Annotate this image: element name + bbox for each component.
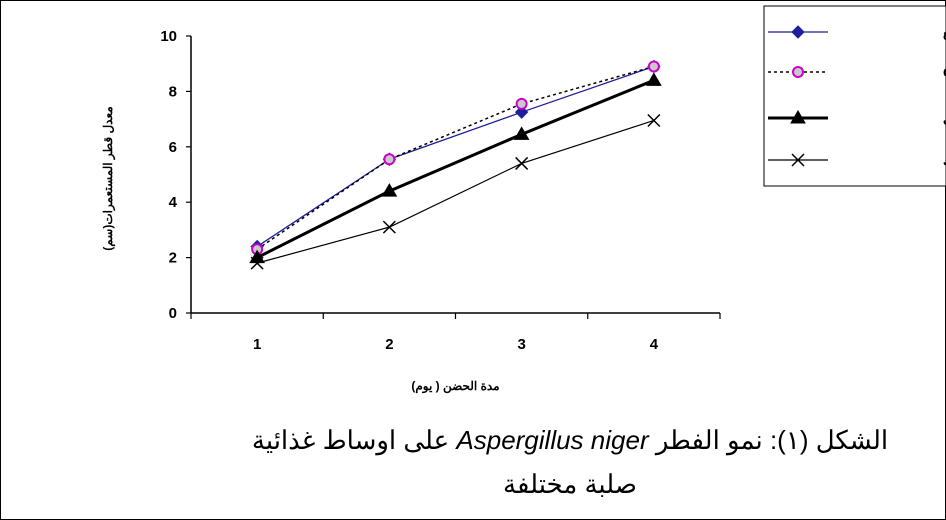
legend-marker-3	[790, 110, 806, 124]
y-axis-label: معدل قطر المستعمرات(سم)	[101, 106, 116, 250]
legend-label-3: وسط قياسي	[943, 111, 946, 127]
legend-label-4: مستخلصالك	[943, 153, 946, 168]
series-line-4	[256, 119, 655, 264]
data-point-s2-3	[515, 97, 528, 110]
data-point-s4-3	[515, 156, 529, 170]
x-axis-label: مدة الحضن ( يوم)	[411, 379, 499, 394]
data-point-s2-4	[647, 60, 660, 73]
series-line-2	[256, 65, 655, 250]
legend-marker-2	[792, 66, 804, 78]
legend-label-2: وسط GS	[943, 65, 946, 81]
x-tick-label: 4	[650, 336, 659, 353]
data-point-s4-4	[647, 113, 661, 128]
x-tick-label: 1	[253, 336, 261, 353]
legend-label-1: ماء نقع	[943, 25, 946, 41]
legend-marker-1	[791, 25, 805, 39]
caption-line-2: صلبة مختلفة	[503, 469, 637, 499]
series-line-3	[256, 78, 655, 259]
data-point-s3-3	[513, 126, 530, 140]
data-point-s2-2	[383, 153, 396, 166]
y-tick-label: 8	[169, 83, 177, 100]
data-point-s4-1	[250, 256, 264, 270]
data-point-s4-2	[382, 220, 396, 234]
series-line-1	[256, 65, 655, 248]
y-tick-label: 4	[169, 194, 178, 211]
caption-text-end: على اوساط غذائية	[251, 425, 457, 455]
data-point-s3-2	[381, 183, 398, 197]
caption-line-1: الشكل (١): نمو الفطر Aspergillus niger ع…	[250, 418, 890, 462]
x-tick-label: 2	[385, 336, 393, 353]
y-tick-label: 10	[160, 28, 177, 45]
y-tick-label: 0	[169, 305, 177, 322]
y-tick-label: 6	[169, 139, 177, 156]
caption-text-start: الشكل (١): نمو الفطر	[648, 425, 889, 455]
legend-marker-4	[791, 153, 805, 167]
figure-caption: الشكل (١): نمو الفطر Aspergillus niger ع…	[250, 418, 890, 506]
data-point-s1-3	[514, 105, 529, 119]
x-tick-label: 3	[517, 336, 525, 353]
legend-box	[763, 5, 946, 187]
y-tick-label: 2	[169, 250, 177, 267]
data-point-s3-4	[646, 72, 662, 86]
caption-species: Aspergillus niger	[456, 425, 649, 455]
